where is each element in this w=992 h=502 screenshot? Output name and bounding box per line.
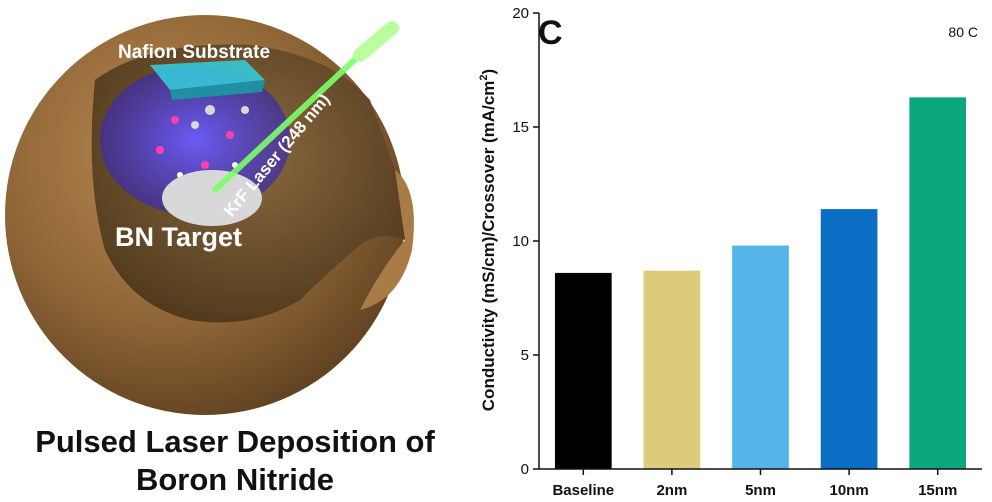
bn-target (162, 170, 262, 226)
x-tick-label: 15nm (918, 482, 957, 499)
substrate-label: Nafion Substrate (118, 42, 271, 63)
nafion-substrate (150, 60, 265, 90)
chamber-rim (360, 170, 414, 310)
pld-illustration: Nafion Substrate BN Target KrF Laser (24… (0, 0, 470, 502)
x-tick-labels: Baseline 2nm 5nm 10nm 15nm (552, 469, 957, 499)
y-ticks: 0 5 10 15 20 (512, 5, 539, 478)
bar-5nm (732, 245, 789, 469)
target-label: BN Target (115, 222, 243, 252)
plume-particles (156, 105, 249, 178)
y-axis-label-sup: 2 (478, 74, 490, 80)
laser-beam (212, 21, 399, 193)
bar-15nm (909, 97, 967, 470)
chart-svg: 0 5 10 15 20 Baseline 2nm 5nm 10nm 15nm C 80 C C… (478, 5, 982, 499)
bars-layer (554, 97, 967, 470)
bar-10nm (820, 209, 878, 469)
y-axis-label: Conductivity (mS/cm)/Crossover (mA/cm2) (478, 69, 498, 411)
x-tick-label: 10nm (830, 482, 869, 499)
y-tick-label: 0 (521, 461, 529, 478)
y-tick-label: 15 (512, 119, 529, 136)
y-tick-label: 20 (512, 5, 529, 22)
y-axis-label-close: ) (479, 69, 498, 75)
panel-letter: C (538, 14, 563, 52)
bar-2nm (643, 270, 701, 469)
y-tick-label: 10 (512, 233, 529, 250)
caption-line-1: Pulsed Laser Deposition of (35, 424, 435, 459)
y-axis-label-main: Conductivity (mS/cm)/Crossover (mA/cm (479, 81, 498, 412)
x-tick-label: Baseline (552, 482, 614, 499)
x-tick-label: 2nm (656, 482, 687, 499)
caption-line-2: Boron Nitride (135, 462, 335, 497)
bar-chart: 0 5 10 15 20 Baseline 2nm 5nm 10nm 15nm C 80 C C… (470, 0, 992, 502)
y-tick-label: 5 (521, 347, 529, 364)
bar-baseline (554, 272, 612, 469)
sphere-illustration (5, 15, 414, 415)
chart-annotation: 80 C (948, 24, 978, 40)
substrate-edge (170, 80, 265, 100)
x-tick-label: 5nm (745, 482, 776, 499)
